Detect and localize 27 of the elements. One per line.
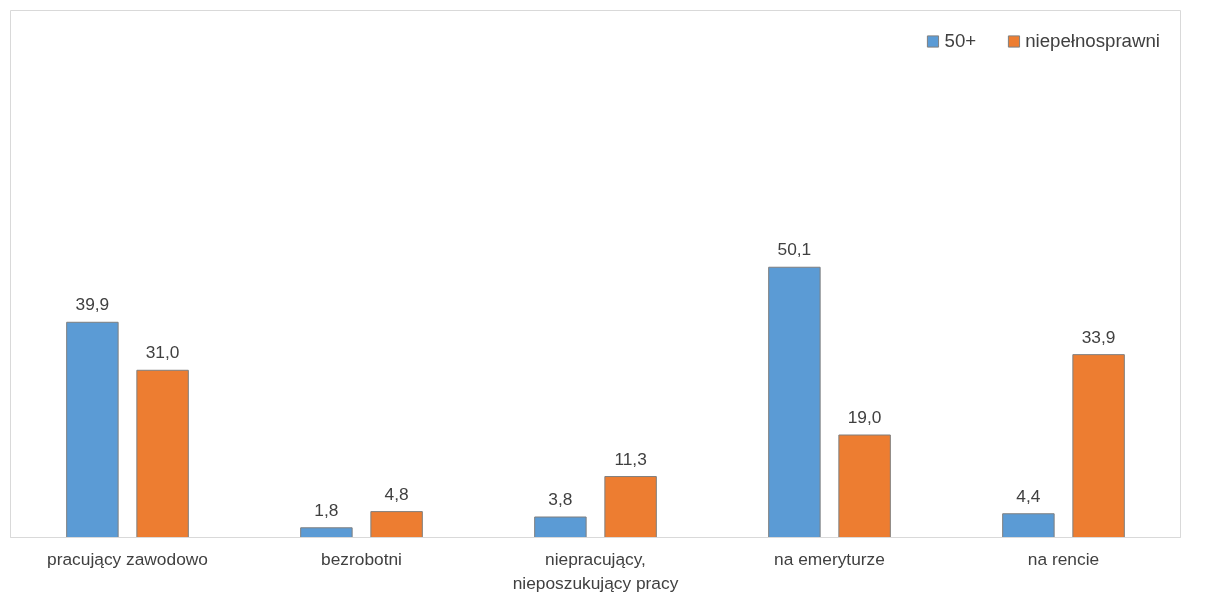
bar xyxy=(1072,354,1125,538)
x-tick-label: bezrobotni xyxy=(321,548,402,569)
data-label: 31,0 xyxy=(145,342,180,363)
data-label: 4,8 xyxy=(384,483,409,504)
bar xyxy=(136,369,189,538)
data-label: 50,1 xyxy=(777,239,812,260)
x-tick-label: niepracujący, nieposzukujący pracy xyxy=(512,548,679,593)
bar xyxy=(1002,513,1055,538)
bar xyxy=(66,321,119,538)
data-label: 1,8 xyxy=(314,499,339,520)
x-tick-label: na rencie xyxy=(1027,548,1100,569)
bar xyxy=(604,476,657,538)
bar xyxy=(370,511,423,538)
data-label: 3,8 xyxy=(548,489,573,509)
x-tick-label: pracujący zawodowo xyxy=(47,548,208,569)
x-tick-label: na emeryturze xyxy=(774,548,885,569)
data-label: 4,4 xyxy=(1016,485,1041,506)
data-label: 39,9 xyxy=(75,294,110,315)
legend-label: 50+ xyxy=(944,30,977,52)
bar xyxy=(534,516,587,538)
legend-label: niepełnosprawni xyxy=(1025,30,1160,52)
bar xyxy=(838,434,891,538)
data-label: 33,9 xyxy=(1081,326,1116,347)
bar xyxy=(768,266,821,538)
data-label: 11,3 xyxy=(614,448,647,469)
data-label: 19,0 xyxy=(847,407,882,428)
bar xyxy=(300,527,353,538)
